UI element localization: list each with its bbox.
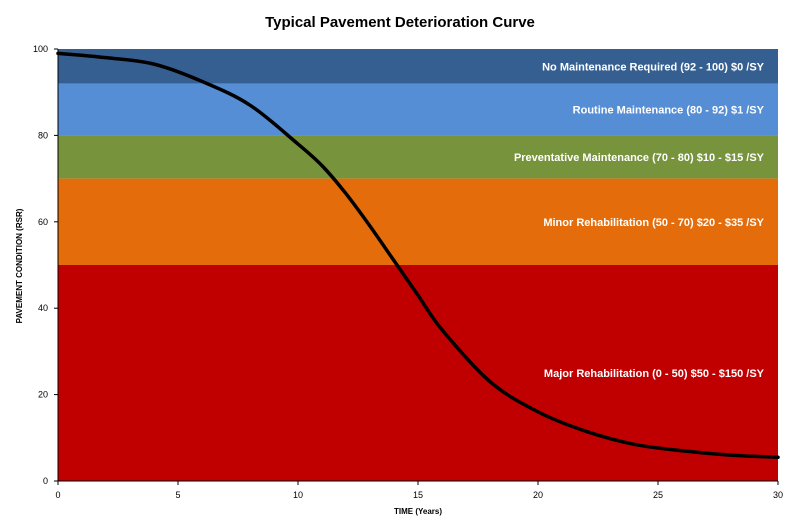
band-label-0: No Maintenance Required (92 - 100) $0 /S… [542,61,765,73]
x-tick-label-3: 15 [413,490,423,500]
band-label-3: Minor Rehabilitation (50 - 70) $20 - $35… [543,217,764,229]
y-tick-label-0: 0 [43,476,48,486]
condition-bands: No Maintenance Required (92 - 100) $0 /S… [58,49,778,481]
x-tick-label-2: 10 [293,490,303,500]
y-axis-label: PAVEMENT CONDITION (RSR) [15,208,24,323]
band-label-2: Preventative Maintenance (70 - 80) $10 -… [514,152,765,164]
x-tick-label-5: 25 [653,490,663,500]
y-tick-label-5: 100 [33,44,48,54]
x-tick-label-6: 30 [773,490,783,500]
x-tick-label-1: 5 [175,490,180,500]
y-tick-label-4: 80 [38,130,48,140]
band-3 [58,178,778,265]
band-0 [58,49,778,84]
x-tick-label-4: 20 [533,490,543,500]
band-1 [58,83,778,136]
band-label-1: Routine Maintenance (80 - 92) $1 /SY [573,104,765,116]
band-label-4: Major Rehabilitation (0 - 50) $50 - $150… [544,368,765,380]
y-tick-label-2: 40 [38,303,48,313]
axes: 0 5 10 15 20 25 30 0 20 40 60 80 100 [33,44,783,500]
chart-title: Typical Pavement Deterioration Curve [265,14,535,31]
x-tick-label-0: 0 [55,490,60,500]
series-group [56,51,780,459]
y-tick-label-1: 20 [38,390,48,400]
y-tick-label-3: 60 [38,217,48,227]
series-line-0 [56,51,780,459]
band-2 [58,135,778,179]
x-axis-label: TIME (Years) [394,507,442,516]
band-4 [58,265,778,481]
